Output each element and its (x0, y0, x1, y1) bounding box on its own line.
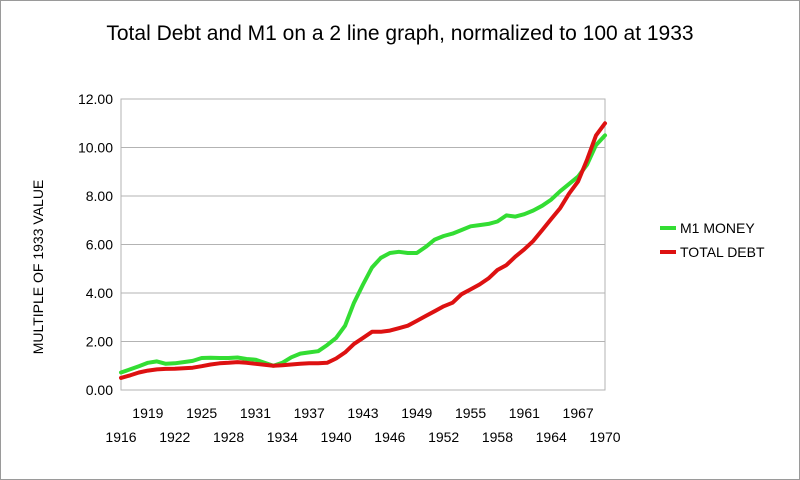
x-tick-label: 1967 (563, 405, 594, 421)
x-tick-label: 1943 (347, 405, 378, 421)
legend-label-m1: M1 MONEY (680, 220, 755, 236)
x-tick-label: 1928 (213, 429, 244, 445)
x-tick-label: 1970 (589, 429, 620, 445)
x-tick-label: 1925 (186, 405, 217, 421)
x-tick-label: 1961 (509, 405, 540, 421)
x-tick-label: 1949 (401, 405, 432, 421)
y-tick-label: 2.00 (86, 334, 113, 350)
x-tick-label: 1919 (132, 405, 163, 421)
x-tick-label: 1916 (105, 429, 136, 445)
y-tick-label: 8.00 (86, 188, 113, 204)
m1-money-line (119, 133, 607, 375)
legend: M1 MONEY TOTAL DEBT (660, 216, 765, 264)
x-tick-label: 1964 (536, 429, 567, 445)
y-tick-label: 0.00 (86, 382, 113, 398)
y-tick-label: 6.00 (86, 237, 113, 253)
y-tick-label: 12.00 (78, 91, 113, 107)
x-tick-label: 1940 (321, 429, 352, 445)
x-tick-label: 1952 (428, 429, 459, 445)
x-tick-label: 1955 (455, 405, 486, 421)
x-tick-label: 1922 (159, 429, 190, 445)
gridlines (121, 147, 605, 342)
legend-swatch-m1 (660, 226, 676, 230)
total-debt-line (119, 121, 607, 380)
chart-title: Total Debt and M1 on a 2 line graph, nor… (106, 22, 694, 45)
y-tick-label: 4.00 (86, 285, 113, 301)
x-tick-labels: 1916 1919 1922 1925 1928 1931 1934 1937 1940 1943… (105, 405, 620, 445)
y-tick-label: 10.00 (78, 140, 113, 156)
legend-item-m1: M1 MONEY (660, 216, 765, 240)
y-tick-labels: 0.00 2.00 4.00 6.00 8.00 10.00 12.00 (78, 91, 113, 398)
series-lines (119, 121, 607, 380)
x-tick-label: 1958 (482, 429, 513, 445)
legend-swatch-total-debt (660, 250, 676, 254)
x-tick-label: 1934 (267, 429, 298, 445)
legend-item-total-debt: TOTAL DEBT (660, 240, 765, 264)
x-tick-label: 1946 (374, 429, 405, 445)
x-tick-label: 1937 (294, 405, 325, 421)
legend-label-total-debt: TOTAL DEBT (680, 244, 765, 260)
x-tick-label: 1931 (240, 405, 271, 421)
